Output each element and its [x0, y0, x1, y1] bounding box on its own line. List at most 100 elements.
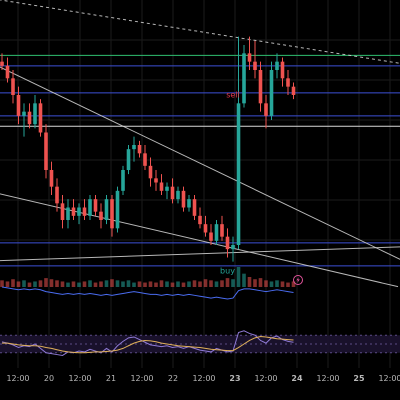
- x-tick-label: 12:00: [316, 374, 339, 383]
- candle-body: [71, 207, 76, 216]
- candle-body: [132, 145, 136, 150]
- volume-bar: [176, 281, 180, 287]
- volume-bar: [66, 282, 70, 287]
- x-tick-label: 21: [106, 374, 116, 383]
- candle-body: [225, 236, 230, 250]
- volume-bar: [44, 278, 48, 287]
- volume-bar: [104, 280, 109, 287]
- volume-bar: [291, 281, 296, 287]
- volume-bar: [22, 280, 26, 287]
- candle-body: [66, 207, 70, 220]
- volume-bar: [264, 280, 268, 287]
- volume-bar: [154, 282, 158, 287]
- volume-bar: [192, 280, 197, 287]
- volume-bar: [242, 273, 246, 287]
- volume-pane: [0, 267, 296, 300]
- volume-bar: [203, 279, 208, 287]
- volume-bar: [55, 280, 59, 287]
- candle-body: [11, 78, 15, 95]
- x-tick-label: 12:00: [68, 374, 91, 383]
- volume-bar: [33, 281, 37, 287]
- volume-bar: [16, 281, 21, 287]
- candle-body: [159, 182, 164, 191]
- lightning-alert-icon[interactable]: [293, 275, 303, 285]
- volume-bar: [5, 281, 10, 287]
- trendlines: [0, 0, 400, 288]
- candle-body: [187, 199, 191, 208]
- x-tick-label: 25: [353, 374, 365, 383]
- rsi-pane: [0, 330, 400, 356]
- volume-bar: [110, 279, 114, 287]
- volume-bar: [71, 281, 76, 287]
- trade-annotations: sell buy: [220, 90, 240, 275]
- volume-bar: [99, 281, 103, 287]
- x-tick-label: 12:00: [6, 374, 29, 383]
- candle-body: [44, 132, 48, 170]
- x-tick-label: 23: [229, 374, 240, 383]
- volume-bar: [88, 280, 92, 287]
- volume-bar: [269, 281, 274, 287]
- time-axis: 12:00 20 12:00 21 12:00 22 12:00 23 12:00 24 12:00…: [6, 374, 400, 383]
- obv-line: [1, 286, 294, 300]
- candle-body: [16, 95, 21, 116]
- candle-body: [93, 199, 98, 212]
- x-tick-label: 12:00: [130, 374, 153, 383]
- x-tick-label: 12:00: [192, 374, 215, 383]
- trendline: [0, 0, 400, 64]
- candle-body: [121, 170, 125, 191]
- candle-body: [291, 86, 296, 95]
- volume-bar: [38, 280, 43, 287]
- candle-body: [0, 61, 4, 66]
- candle-body: [286, 78, 290, 87]
- candle-body: [22, 111, 26, 116]
- candle-body: [198, 215, 202, 225]
- volume-bar: [165, 281, 169, 287]
- candle-body: [82, 207, 87, 216]
- candle-body: [264, 103, 268, 116]
- volume-bar: [247, 277, 252, 287]
- volume-bar: [170, 282, 175, 287]
- volume-bar: [181, 282, 186, 287]
- x-tick-label: 22: [168, 374, 178, 383]
- candle-body: [269, 70, 274, 116]
- candle-body: [214, 224, 219, 241]
- horizontal-levels: [0, 54, 400, 267]
- volume-bar: [220, 280, 224, 287]
- x-tick-label: 12:00: [254, 374, 277, 383]
- volume-bar: [0, 280, 4, 287]
- candle-body: [275, 61, 279, 70]
- candle-body: [115, 190, 120, 229]
- candle-body: [33, 103, 37, 125]
- volume-bar: [275, 280, 279, 287]
- trendline: [0, 66, 400, 260]
- chart-grid: [0, 0, 400, 368]
- candle-body: [220, 224, 224, 237]
- volume-bar: [148, 281, 153, 287]
- candlesticks: [0, 36, 296, 262]
- volume-bar: [82, 281, 87, 287]
- candle-body: [137, 145, 142, 154]
- candle-body: [236, 103, 241, 245]
- candle-body: [110, 199, 114, 229]
- volume-bar: [126, 280, 131, 287]
- candle-body: [176, 190, 180, 200]
- sell-annotation: sell: [226, 90, 240, 99]
- trendline: [0, 193, 399, 288]
- volume-bar: [49, 279, 54, 287]
- rsi-line: [1, 330, 294, 356]
- candle-body: [209, 232, 213, 241]
- x-tick-label: 20: [44, 374, 54, 383]
- candle-body: [170, 186, 175, 200]
- volume-bar: [77, 282, 81, 287]
- candle-body: [203, 224, 208, 233]
- volume-bar: [225, 278, 230, 287]
- candle-body: [126, 149, 131, 170]
- candle-body: [99, 211, 103, 220]
- volume-bar: [121, 281, 125, 287]
- buy-annotation: buy: [220, 267, 235, 276]
- candle-body: [27, 111, 32, 125]
- candle-body: [181, 190, 186, 208]
- volume-bar: [187, 281, 191, 287]
- volume-bar: [115, 280, 120, 287]
